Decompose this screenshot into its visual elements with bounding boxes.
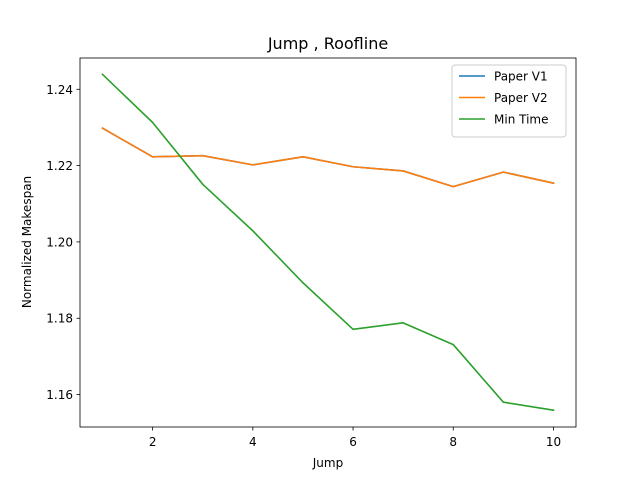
data-point-min-time [201,183,204,186]
x-tick-label: 2 [149,435,157,449]
x-tick-label: 8 [449,435,457,449]
data-point-paper-v2 [402,170,404,172]
y-tick-label: 1.16 [46,388,73,402]
x-tick-label: 10 [546,435,561,449]
data-point-paper-v2 [201,154,204,157]
data-point-paper-v2 [302,156,304,158]
x-tick-label: 6 [349,435,357,449]
data-point-min-time [252,230,254,232]
chart-title: Jump , Roofline [267,34,388,53]
series-line-min-time [101,73,555,412]
y-tick-label: 1.20 [46,235,73,249]
legend: Paper V1 Paper V2 Min Time [451,64,567,138]
x-axis-ticks: 2 4 6 8 10 [149,427,561,449]
data-point-paper-v2 [502,171,505,173]
data-point-min-time [302,281,304,284]
legend-label: Paper V2 [494,91,548,105]
data-point-paper-v2 [101,127,104,130]
data-point-paper-v2 [252,164,254,166]
data-point-min-time [402,322,404,324]
series-line-paper-v2 [101,127,555,188]
y-tick-label: 1.24 [46,83,73,97]
data-point-min-time [352,328,354,331]
x-tick-label: 4 [249,435,257,449]
data-point-paper-v2 [452,185,455,188]
data-point-min-time [502,401,505,403]
data-point-paper-v2 [552,182,555,184]
legend-label: Paper V1 [494,70,548,84]
data-point-min-time [452,343,455,346]
data-point-min-time [151,121,154,124]
y-axis-label: Normalized Makespan [20,176,34,308]
x-axis-label: Jump [312,456,343,470]
data-point-min-time [101,73,104,76]
data-point-paper-v2 [151,156,154,158]
plot-lines [101,73,555,412]
data-point-min-time [552,409,555,412]
plot-frame [79,57,577,428]
y-axis-ticks: 1.16 1.18 1.20 1.22 1.24 [46,83,80,402]
data-point-paper-v2 [352,165,354,168]
y-tick-label: 1.18 [46,312,73,326]
legend-label: Min Time [494,113,548,127]
y-tick-label: 1.22 [46,159,73,173]
